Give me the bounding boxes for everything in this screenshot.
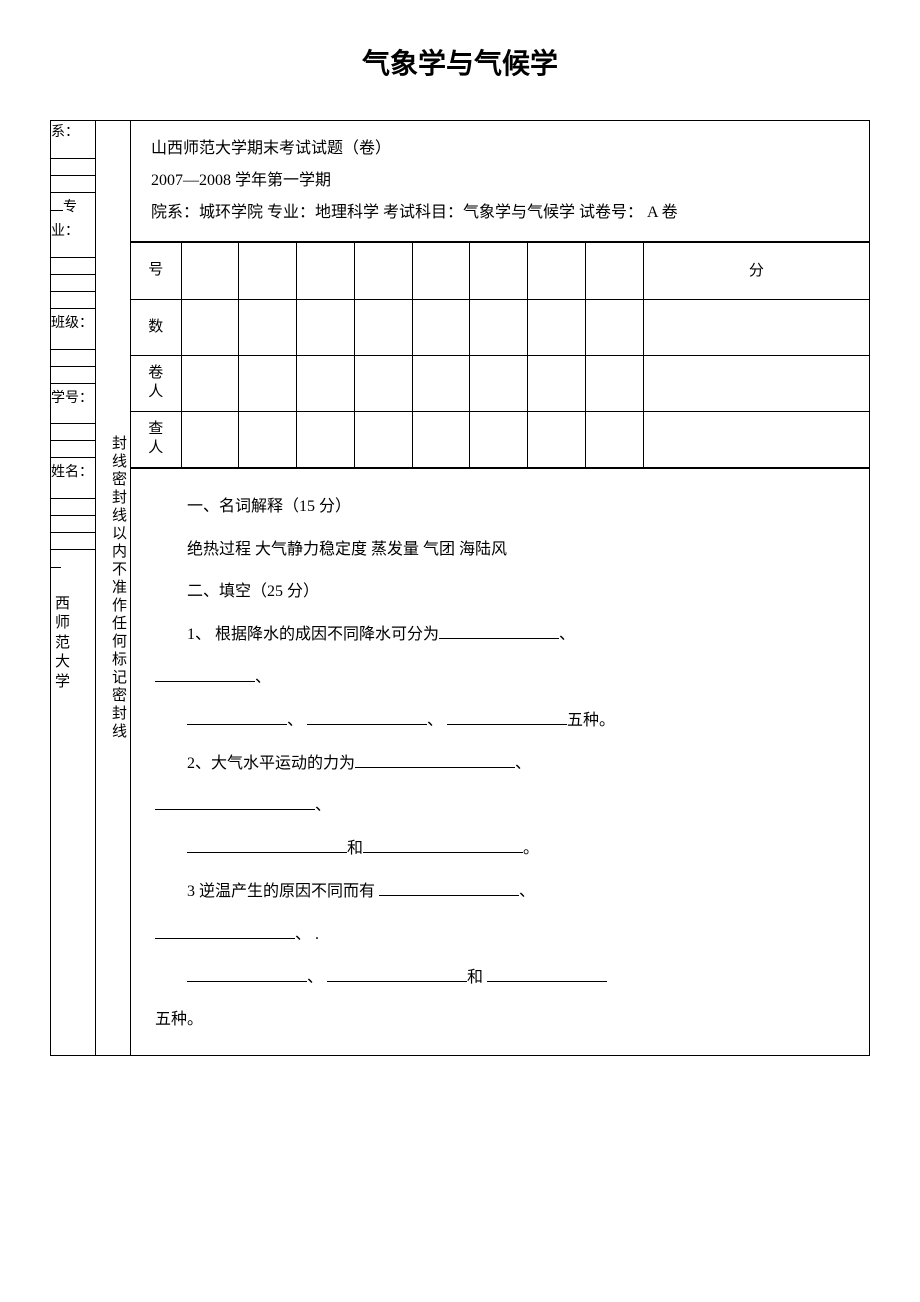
- score-row-label: 号: [131, 243, 181, 299]
- score-row-label: 数: [131, 299, 181, 355]
- seal-line-column: 封线密封线以内不准作任何标记密封线: [96, 121, 131, 1056]
- score-table: 号 分 数 卷人 查人: [131, 243, 869, 468]
- question-3-line1: 3 逆温产生的原因不同而有 、: [155, 874, 845, 911]
- section1-title: 一、名词解释（15 分）: [155, 489, 845, 526]
- university-label: 西师范大学: [51, 591, 95, 698]
- question-1-line3: 、 、 五种。: [155, 703, 845, 740]
- score-cell: 号 分 数 卷人 查人: [131, 243, 870, 469]
- score-row-label: 卷人: [131, 355, 181, 411]
- major-label: 专业：: [51, 196, 95, 244]
- question-1-line1: 1、 根据降水的成因不同降水可分为、: [155, 617, 845, 654]
- question-3-line4: 五种。: [155, 1002, 845, 1039]
- question-1-line2: 、: [155, 660, 845, 697]
- question-2-line1: 2、大气水平运动的力为、: [155, 746, 845, 783]
- student-info-column: 系： 专业： 班级： 学号： 姓名： 西师范大学: [51, 121, 96, 1056]
- table-row: 数: [131, 299, 869, 355]
- header-cell: 山西师范大学期末考试试题（卷） 2007—2008 学年第一学期 院系：城环学院…: [131, 121, 870, 243]
- question-3-line3: 、 和: [155, 960, 845, 997]
- table-row: 查人: [131, 411, 869, 467]
- seal-line-text: 封线密封线以内不准作任何标记密封线: [110, 435, 126, 741]
- section2-title: 二、填空（25 分）: [155, 574, 845, 611]
- table-row: 卷人: [131, 355, 869, 411]
- name-label: 姓名：: [51, 461, 95, 485]
- student-id-label: 学号：: [51, 387, 95, 411]
- question-2-line3: 和。: [155, 831, 845, 868]
- score-total-label: 分: [643, 243, 869, 299]
- page-title: 气象学与气候学: [50, 40, 870, 90]
- table-row: 号 分: [131, 243, 869, 299]
- question-2-line2: 、: [155, 788, 845, 825]
- class-label: 班级：: [51, 312, 95, 336]
- questions-cell: 一、名词解释（15 分） 绝热过程 大气静力稳定度 蒸发量 气团 海陆风 二、填…: [131, 468, 870, 1055]
- dept-label: 系：: [51, 121, 95, 145]
- exam-header-line2: 2007—2008 学年第一学期: [151, 165, 849, 197]
- exam-header-line3: 院系：城环学院 专业：地理科学 考试科目：气象学与气候学 试卷号： A 卷: [151, 197, 849, 229]
- score-row-label: 查人: [131, 411, 181, 467]
- exam-layout-table: 系： 专业： 班级： 学号： 姓名： 西师范大学 封线密封线以内不准作任何标记密…: [50, 120, 870, 1056]
- question-3-line2: 、 .: [155, 917, 845, 954]
- section1-terms: 绝热过程 大气静力稳定度 蒸发量 气团 海陆风: [155, 532, 845, 569]
- exam-header-line1: 山西师范大学期末考试试题（卷）: [151, 133, 849, 165]
